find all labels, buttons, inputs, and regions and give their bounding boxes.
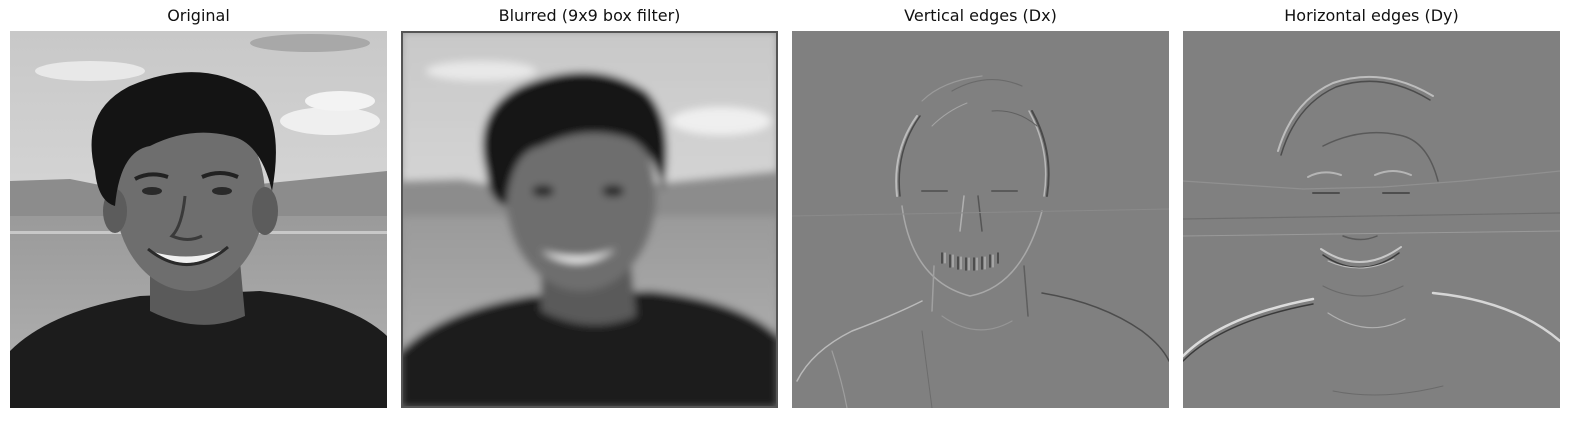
panel-original: Original (10, 0, 387, 423)
panel-title-blurred: Blurred (9x9 box filter) (498, 6, 681, 25)
panel-title-original: Original (167, 6, 230, 25)
panel-horizontal-edges: Horizontal edges (Dy) (1183, 0, 1560, 423)
blurred-photo (401, 31, 778, 408)
original-photo (10, 31, 387, 408)
horizontal-edges-image (1183, 31, 1560, 408)
panel-title-horizontal-edges: Horizontal edges (Dy) (1284, 6, 1459, 25)
vertical-edges-image (792, 31, 1169, 408)
panel-vertical-edges: Vertical edges (Dx) (792, 0, 1169, 423)
panel-title-vertical-edges: Vertical edges (Dx) (904, 6, 1057, 25)
panel-blurred: Blurred (9x9 box filter) (401, 0, 778, 423)
